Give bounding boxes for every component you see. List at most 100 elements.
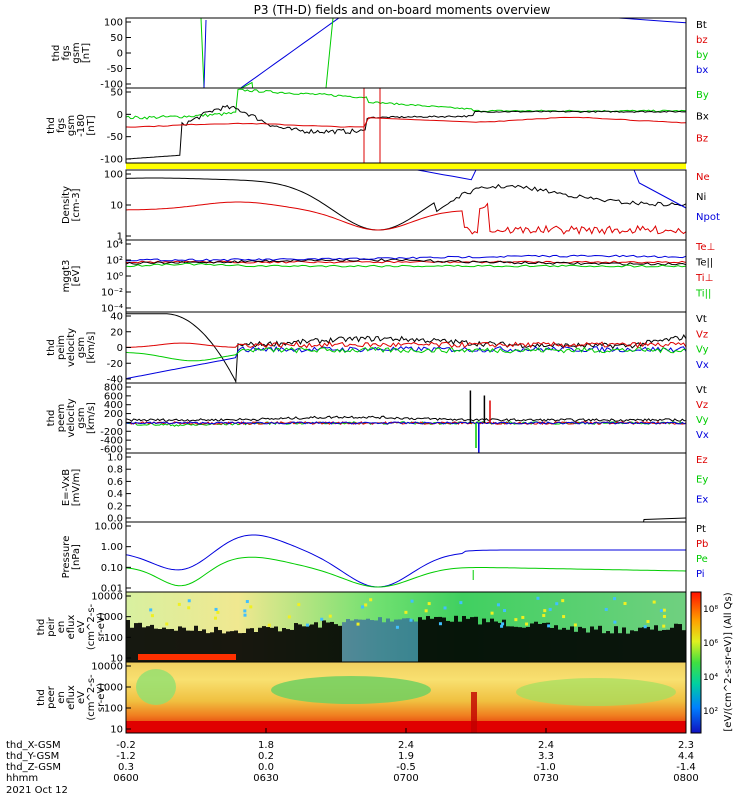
bx-steep-line — [203, 19, 207, 88]
y-tick-label: 0.2 — [107, 501, 123, 512]
ion-spectrogram-low-energy-band — [682, 630, 686, 662]
x-tick-label: 0630 — [253, 773, 278, 784]
x-tick-label: 3.3 — [538, 751, 554, 762]
vt-line — [126, 313, 686, 383]
ion-spectrogram-low-energy-band — [470, 617, 474, 662]
y-tick-label: 10000 — [91, 662, 123, 673]
ne-line — [126, 201, 686, 236]
bx-line — [126, 104, 686, 160]
ion-spectrogram-low-energy-band — [166, 629, 170, 662]
x-tick-label: 0700 — [393, 773, 418, 784]
ion-spectrogram-speckle — [646, 620, 650, 624]
ion-spectrogram-low-energy-band — [422, 619, 426, 662]
ion-spectrogram-low-energy-band — [502, 619, 506, 662]
y-axis-label-line: thd — [46, 410, 57, 427]
legend-entry-Vx: Vx — [696, 430, 709, 441]
colorbar — [690, 591, 702, 734]
ion-spectrogram-low-energy-band — [198, 630, 202, 662]
y-axis-label-line: peim — [56, 335, 67, 360]
y-axis-label-line: en — [56, 691, 67, 704]
ion-spectrogram-low-energy-band — [550, 627, 554, 662]
ion-spectrogram-low-energy-band — [150, 624, 154, 662]
ion-spectrogram-speckle — [424, 609, 428, 613]
ion-spectrogram-low-energy-band — [518, 627, 522, 662]
legend-entry-Vz: Vz — [696, 400, 708, 411]
ion-spectrogram-low-energy-band — [610, 633, 614, 662]
ion-spectrogram-low-energy-band — [446, 620, 450, 662]
y-axis-label-line: peem — [56, 404, 67, 432]
y-tick-label: 40 — [110, 312, 123, 323]
electron-spectrogram-spike — [471, 692, 477, 733]
y-tick-label: 0 — [117, 49, 123, 60]
ion-spectrogram-low-energy-band — [458, 621, 462, 662]
pi-line — [126, 534, 686, 588]
legend-entry-Pb: Pb — [696, 539, 708, 550]
ion-spectrogram-speckle — [443, 606, 447, 610]
ion-spectrogram-low-energy-band — [230, 631, 234, 662]
ion-spectrogram-low-energy-band — [554, 625, 558, 662]
ion-spectrogram-low-energy-band — [666, 629, 670, 662]
ion-spectrogram-low-energy-band — [450, 621, 454, 662]
colorbar-tick-label: 10² — [703, 707, 718, 717]
ion-spectrogram-speckle — [643, 625, 647, 629]
ion-spectrogram-low-energy-band — [274, 626, 278, 662]
ion-spectrogram-speckle — [216, 610, 220, 614]
ion-spectrogram-speckle — [328, 614, 332, 618]
ion-spectrogram-low-energy-band — [238, 633, 242, 662]
legend-entry-Ez: Ez — [696, 455, 708, 466]
y-tick-label: -50 — [107, 64, 123, 75]
ion-spectrogram-low-energy-band — [606, 631, 610, 662]
panel-1-frame — [125, 17, 687, 89]
y-tick-label: 10000 — [91, 592, 123, 603]
panel-7-frame — [125, 452, 687, 523]
y-tick-label: 10.00 — [94, 522, 123, 533]
ion-spectrogram-low-energy-band — [662, 629, 666, 662]
y-tick-label: 10⁻² — [101, 288, 123, 299]
ion-spectrogram-low-energy-band — [630, 630, 634, 662]
y-tick-label: 0.10 — [101, 563, 123, 574]
x-row-label: thd_Z-GSM — [6, 762, 61, 773]
legend-entry-Bx: Bx — [696, 112, 709, 123]
ion-spectrogram-speckle — [356, 622, 360, 626]
ion-spectrogram-speckle — [360, 605, 364, 609]
ion-spectrogram-speckle — [548, 607, 552, 611]
ion-spectrogram-low-energy-band — [594, 629, 598, 662]
electron-spectrogram-blob — [271, 676, 431, 704]
ion-spectrogram-low-energy-band — [142, 627, 146, 662]
ion-spectrogram-speckle — [662, 614, 666, 618]
y-axis-label-line: sr-eV) — [96, 612, 107, 641]
ion-spectrogram-speckle — [561, 599, 565, 603]
y-axis-label-line: gsm — [76, 337, 87, 358]
legend-entry-Ne: Ne — [696, 172, 710, 183]
ion-spectrogram-low-energy-band — [282, 628, 286, 662]
panel-5-ylabel: thd peim velocity gsm [km/s] — [46, 328, 97, 367]
ion-spectrogram-low-energy-band — [294, 623, 298, 662]
y-axis-label-line: fgs — [56, 118, 67, 133]
y-tick-label: -40 — [107, 375, 123, 386]
ion-spectrogram-low-energy-band — [310, 624, 314, 662]
ion-spectrogram-low-energy-band — [214, 626, 218, 662]
ion-spectrogram-speckle — [501, 622, 505, 626]
y-axis-label-line: mggt3 — [61, 260, 72, 293]
legend-entry-Ey: Ey — [696, 475, 708, 486]
y-tick-label: 10 — [110, 201, 123, 212]
y-axis-label-line: thd — [51, 45, 62, 62]
y-axis-label-line: [nT] — [86, 115, 97, 135]
te-perp-line — [126, 260, 686, 264]
ion-spectrogram-low-energy-band — [670, 627, 674, 662]
ion-spectrogram-low-energy-band — [414, 621, 418, 662]
date-label: 2021 Oct 12 — [6, 785, 68, 796]
ion-spectrogram-low-energy-band — [442, 617, 446, 662]
vt-line — [126, 415, 686, 422]
ion-spectrogram-low-energy-band — [646, 626, 650, 662]
ion-spectrogram-low-energy-band — [342, 622, 346, 662]
ion-spectrogram-low-energy-band — [258, 627, 262, 662]
y-tick-label: 50 — [110, 88, 123, 99]
ion-spectrogram-low-energy-band — [514, 626, 518, 662]
y-tick-label: 1 — [117, 232, 123, 243]
y-axis-label-line: sr-eV) — [96, 683, 107, 712]
ion-spectrogram-speckle — [249, 605, 253, 609]
ion-spectrogram-low-energy-band — [302, 626, 306, 662]
